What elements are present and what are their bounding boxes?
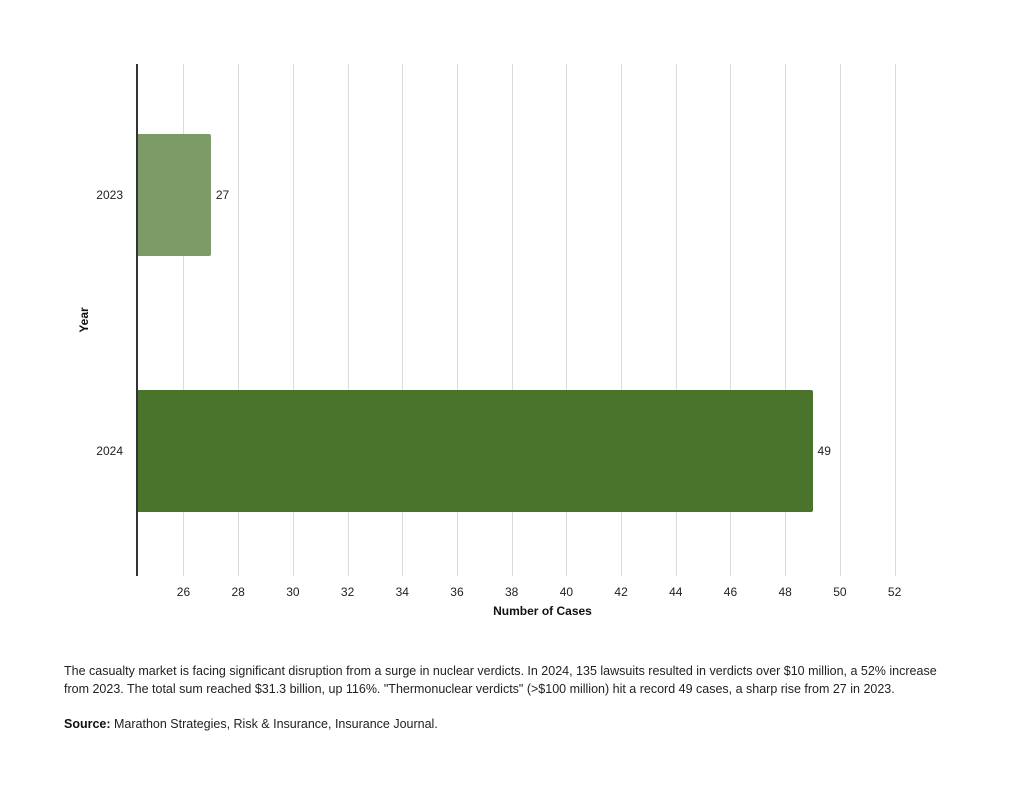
source-text: Marathon Strategies, Risk & Insurance, I… bbox=[110, 717, 438, 731]
gridline bbox=[512, 64, 513, 576]
x-tick-label: 42 bbox=[614, 585, 628, 599]
gridline bbox=[402, 64, 403, 576]
bar-chart: 27 2023 49 2024 26 28 30 32 34 36 38 40 42 44 46 48 50 5… bbox=[77, 64, 902, 618]
x-tick-label: 32 bbox=[340, 585, 355, 599]
gridline bbox=[238, 64, 239, 576]
bar-2024 bbox=[137, 390, 813, 512]
bar-value-label: 49 bbox=[817, 444, 831, 458]
x-tick-label: 34 bbox=[395, 585, 409, 599]
gridline bbox=[348, 64, 349, 576]
source-note: Source: Marathon Strategies, Risk & Insu… bbox=[64, 717, 438, 731]
x-tick-label: 48 bbox=[778, 585, 792, 599]
x-axis-title: Number of Cases bbox=[493, 604, 592, 618]
x-tick-label: 44 bbox=[669, 585, 683, 599]
gridline bbox=[293, 64, 294, 576]
y-axis-line bbox=[136, 64, 138, 576]
x-tick-label: 38 bbox=[505, 585, 519, 599]
x-tick-label: 50 bbox=[833, 585, 847, 599]
y-axis-title: Year bbox=[77, 307, 91, 333]
gridline bbox=[840, 64, 841, 576]
y-category-label: 2024 bbox=[96, 444, 123, 458]
x-tick-label: 52 bbox=[887, 585, 902, 599]
gridline bbox=[895, 64, 896, 576]
gridline bbox=[785, 64, 786, 576]
x-tick-label: 26 bbox=[176, 585, 191, 599]
x-tick-label: 28 bbox=[231, 585, 245, 599]
gridline bbox=[183, 64, 184, 576]
bar-value-label: 27 bbox=[215, 188, 230, 202]
y-category-label: 2023 bbox=[96, 188, 123, 202]
gridline bbox=[566, 64, 567, 576]
x-tick-label: 30 bbox=[286, 585, 300, 599]
gridline bbox=[676, 64, 677, 576]
x-tick-label: 46 bbox=[723, 585, 738, 599]
gridline bbox=[730, 64, 731, 576]
chart-caption: The casualty market is facing significan… bbox=[64, 664, 937, 696]
source-label: Source: bbox=[64, 717, 111, 731]
x-tick-label: 36 bbox=[450, 585, 464, 599]
bar-2023 bbox=[137, 134, 211, 256]
x-tick-label: 40 bbox=[559, 585, 574, 599]
gridline bbox=[457, 64, 458, 576]
gridline bbox=[621, 64, 622, 576]
